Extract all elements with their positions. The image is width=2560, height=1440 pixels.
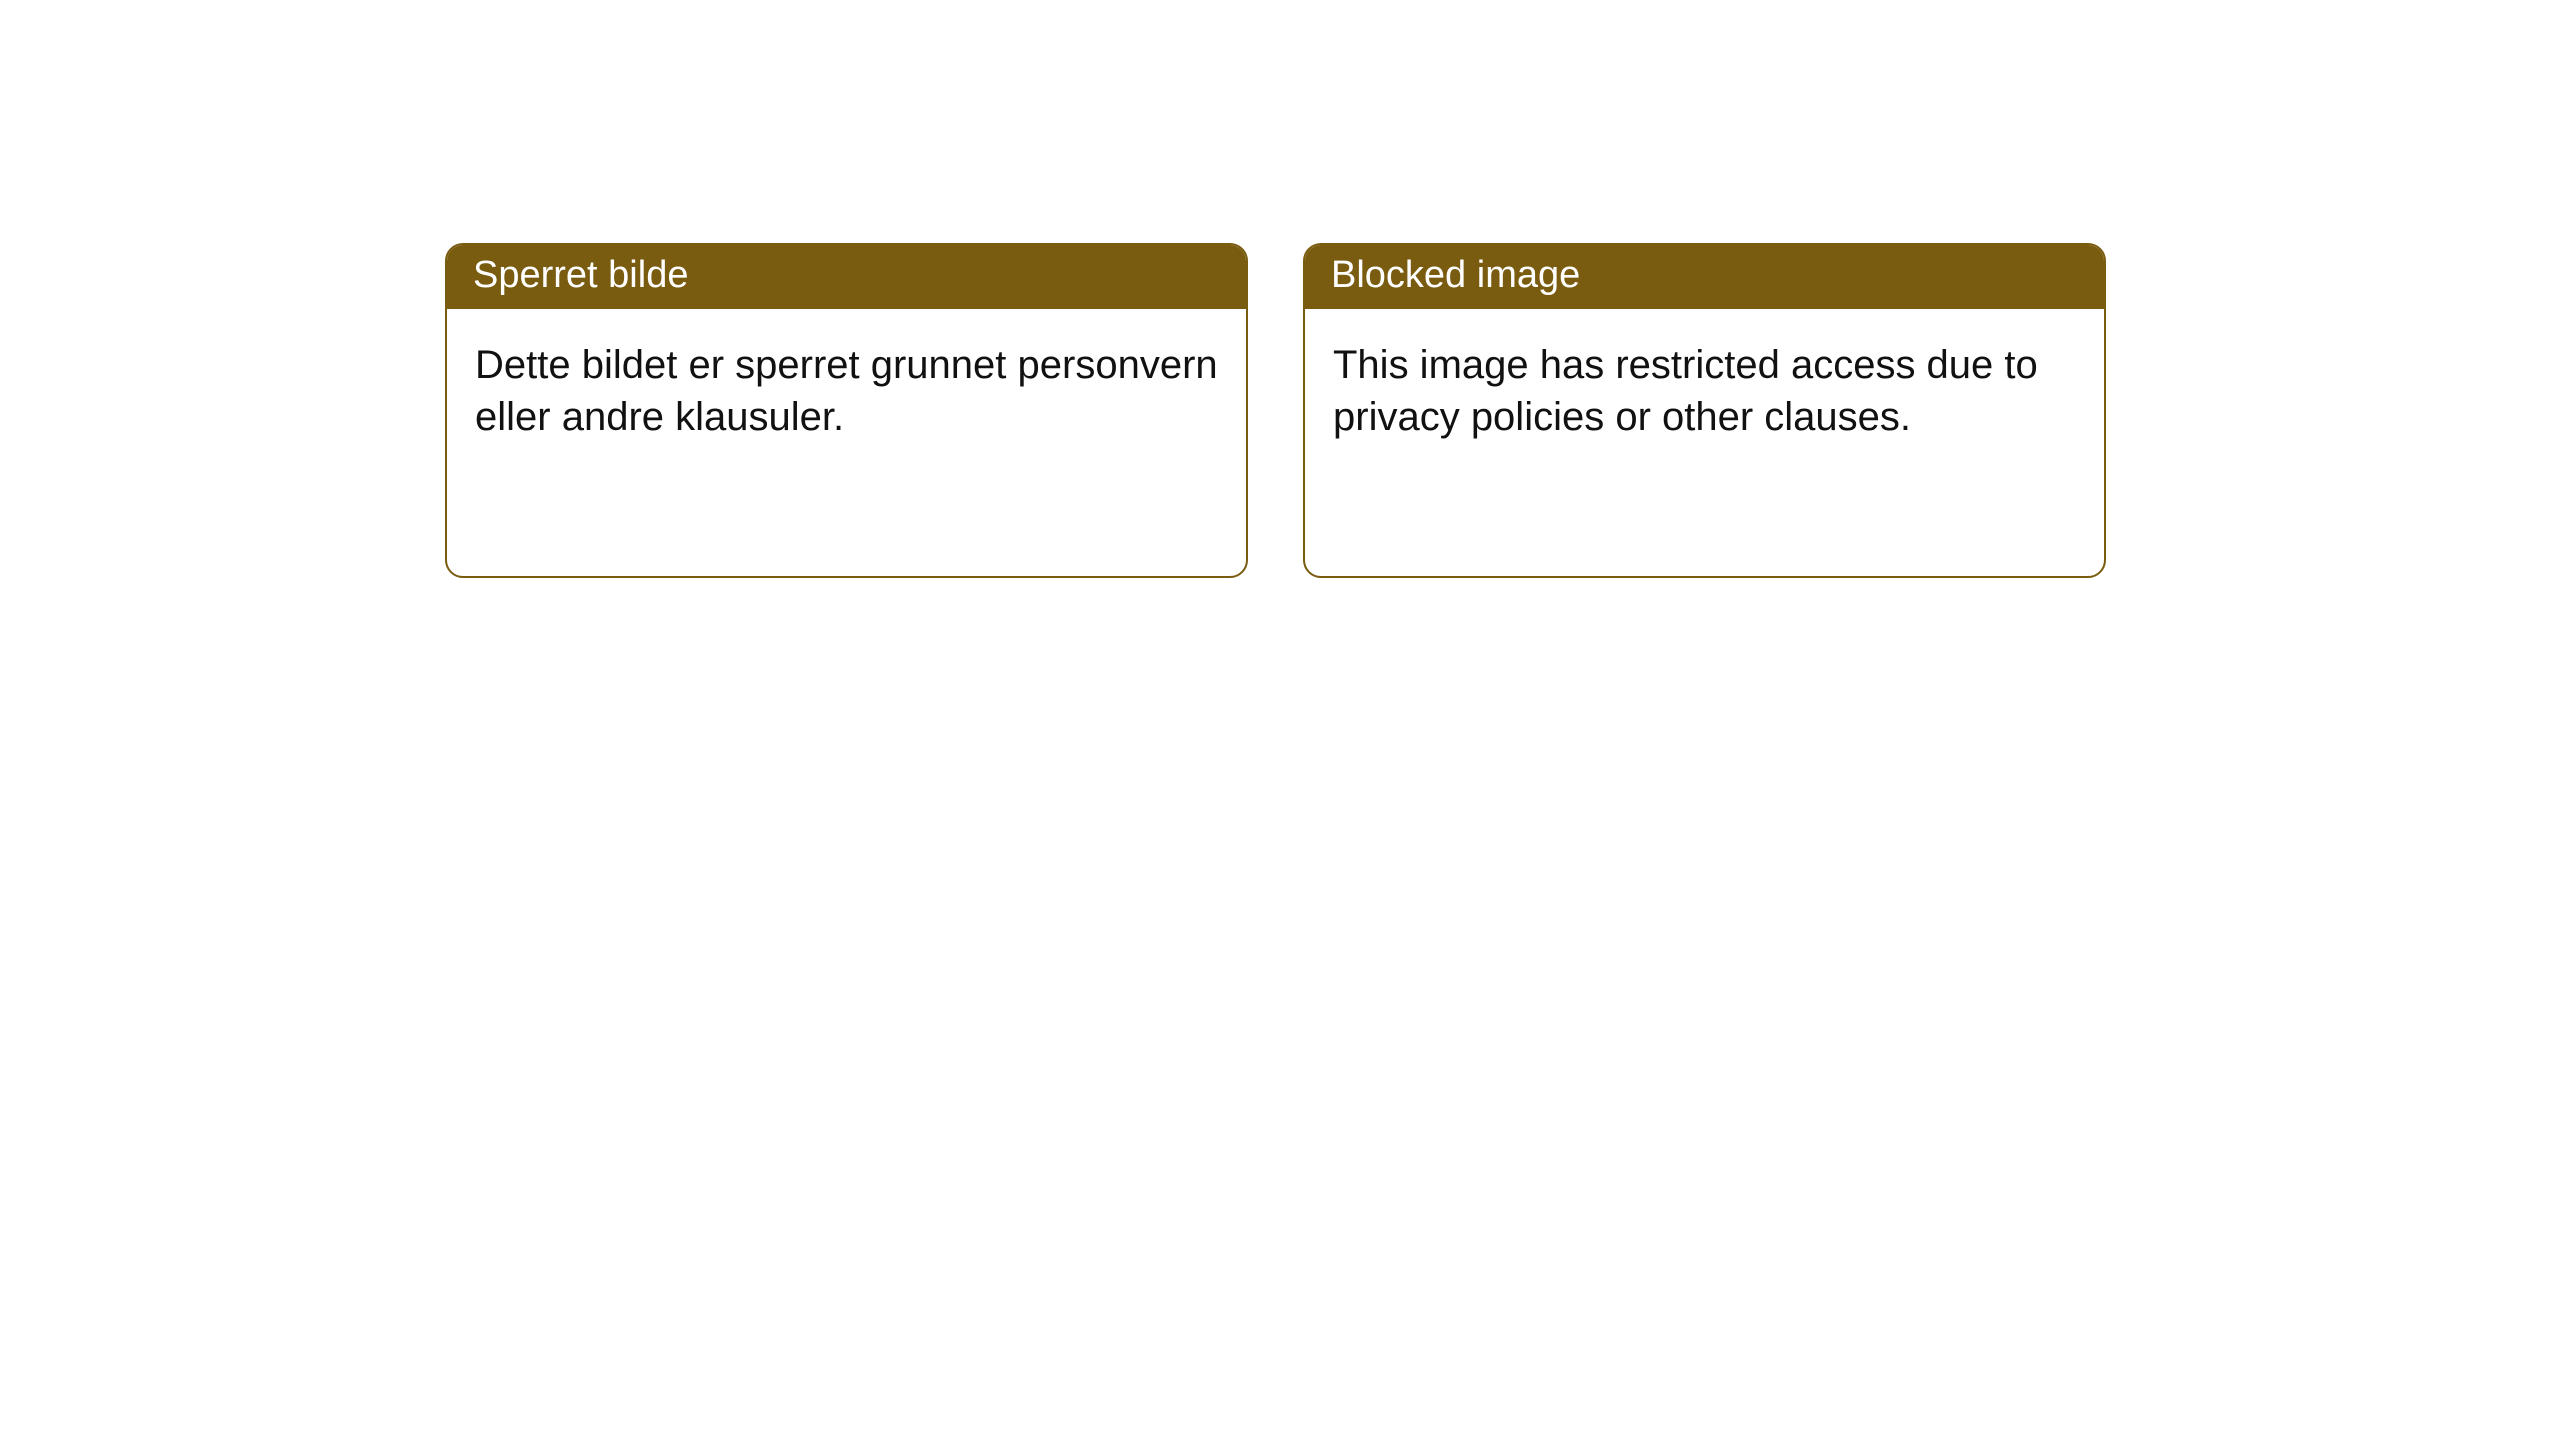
notice-header: Blocked image	[1305, 245, 2104, 309]
notice-body: Dette bildet er sperret grunnet personve…	[447, 309, 1246, 576]
notice-card-english: Blocked image This image has restricted …	[1303, 243, 2106, 578]
notice-body: This image has restricted access due to …	[1305, 309, 2104, 576]
notice-header: Sperret bilde	[447, 245, 1246, 309]
notice-card-norwegian: Sperret bilde Dette bildet er sperret gr…	[445, 243, 1248, 578]
notice-container: Sperret bilde Dette bildet er sperret gr…	[445, 243, 2106, 578]
